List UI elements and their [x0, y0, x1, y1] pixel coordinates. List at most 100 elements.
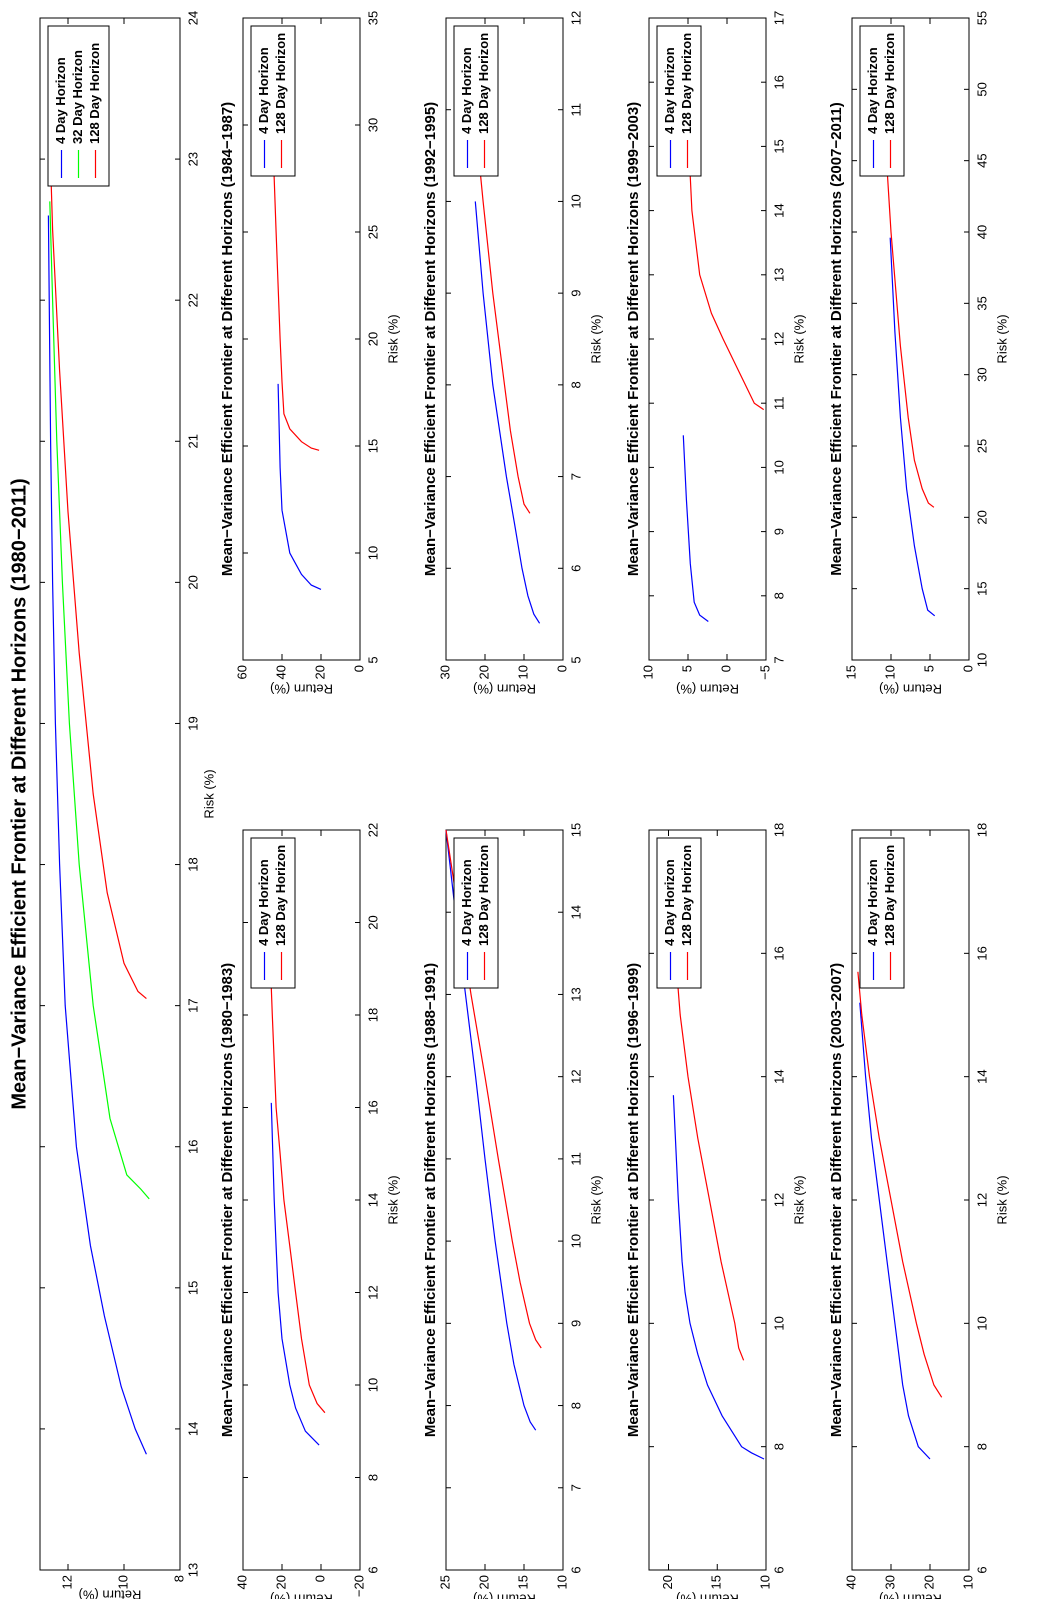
legend-label: 128 Day Horizon	[476, 33, 491, 134]
y-tick-label: 10	[515, 665, 530, 679]
y-tick-label: 15	[709, 1575, 724, 1589]
legend-box	[859, 25, 905, 177]
x-tick-label: 55	[974, 11, 989, 25]
x-tick-label: 10	[568, 194, 583, 208]
y-tick-label: 10	[115, 1575, 130, 1589]
x-tick-label: 13	[568, 987, 583, 1001]
x-tick-label: 16	[365, 1100, 380, 1114]
y-tick-label: 15	[515, 1575, 530, 1589]
y-tick-label: −5	[757, 665, 772, 680]
legend-label: 128 Day Horizon	[273, 33, 288, 134]
x-tick-label: 16	[771, 75, 786, 89]
x-tick-label: 8	[771, 1443, 786, 1450]
x-tick-label: 8	[568, 1402, 583, 1409]
frontier-line	[857, 971, 943, 1398]
y-tick-label: 12	[59, 1575, 74, 1589]
x-tick-label: 23	[185, 152, 200, 166]
x-tick-label: 12	[771, 1193, 786, 1207]
legend-box	[859, 837, 905, 989]
x-tick-label: 20	[185, 575, 200, 589]
x-tick-label: 20	[974, 510, 989, 524]
x-tick-label: 10	[568, 1234, 583, 1248]
x-tick-label: 12	[568, 11, 583, 25]
chart-title: Mean−Variance Efficient Frontier at Diff…	[625, 963, 642, 1437]
chart-title: Mean−Variance Efficient Frontier at Diff…	[828, 963, 845, 1437]
x-tick-label: 11	[568, 103, 583, 117]
x-tick-label: 6	[771, 1566, 786, 1573]
x-tick-label: 6	[974, 1566, 989, 1573]
y-axis-label: Return (%)	[879, 1592, 942, 1599]
x-tick-label: 18	[185, 857, 200, 871]
y-tick-label: 15	[843, 665, 858, 679]
x-axis-label: Risk (%)	[791, 1175, 806, 1224]
y-tick-label: 0	[554, 665, 569, 672]
y-tick-label: 40	[273, 665, 288, 679]
y-tick-label: 40	[234, 1575, 249, 1589]
x-tick-label: 30	[974, 367, 989, 381]
y-axis-label: Return (%)	[879, 682, 942, 697]
x-tick-label: 15	[771, 139, 786, 153]
y-tick-label: 0	[312, 1575, 327, 1582]
y-tick-label: 5	[921, 665, 936, 672]
legend-label: 4 Day Horizon	[459, 859, 474, 946]
x-tick-label: 20	[365, 915, 380, 929]
legend-label: 4 Day Horizon	[865, 859, 880, 946]
y-tick-label: −20	[351, 1575, 366, 1597]
x-tick-label: 18	[974, 823, 989, 837]
y-tick-label: 30	[882, 1575, 897, 1589]
x-tick-label: 8	[568, 381, 583, 388]
plot-frame	[445, 17, 564, 661]
x-tick-label: 14	[974, 1069, 989, 1083]
legend-label: 128 Day Horizon	[882, 845, 897, 946]
y-tick-label: 40	[843, 1575, 858, 1589]
y-tick-label: 5	[679, 665, 694, 672]
y-tick-label: 20	[476, 1575, 491, 1589]
x-tick-label: 35	[365, 11, 380, 25]
frontier-line	[47, 215, 147, 1455]
x-axis-label: Risk (%)	[385, 1175, 400, 1224]
rotated-figure: Mean−Variance Efficient Frontier at Diff…	[8, 11, 1009, 1599]
x-tick-label: 17	[185, 998, 200, 1012]
x-tick-label: 16	[771, 946, 786, 960]
legend-label: 128 Day Horizon	[882, 33, 897, 134]
x-tick-label: 6	[365, 1566, 380, 1573]
x-tick-label: 17	[771, 11, 786, 25]
x-tick-label: 7	[568, 473, 583, 480]
x-axis-label: Risk (%)	[588, 1175, 603, 1224]
x-tick-label: 5	[365, 656, 380, 663]
x-tick-label: 14	[771, 203, 786, 217]
y-tick-label: 10	[554, 1575, 569, 1589]
x-tick-label: 10	[365, 1378, 380, 1392]
x-tick-label: 19	[185, 716, 200, 730]
y-axis-label: Return (%)	[473, 682, 536, 697]
x-tick-label: 30	[365, 118, 380, 132]
x-tick-label: 45	[974, 153, 989, 167]
y-tick-label: 20	[273, 1575, 288, 1589]
legend-box	[656, 837, 702, 989]
legend-box	[656, 25, 702, 177]
x-tick-label: 7	[568, 1484, 583, 1491]
frontier-line	[49, 137, 147, 1000]
plot-frame	[445, 829, 564, 1571]
main-title: Mean−Variance Efficient Frontier at Diff…	[8, 478, 30, 1109]
x-tick-label: 25	[974, 439, 989, 453]
x-tick-label: 11	[771, 396, 786, 410]
x-tick-label: 15	[185, 1281, 200, 1295]
x-tick-label: 9	[568, 1320, 583, 1327]
y-tick-label: 8	[171, 1575, 186, 1582]
y-tick-label: 10	[640, 665, 655, 679]
x-tick-label: 9	[771, 528, 786, 535]
y-tick-label: 30	[437, 665, 452, 679]
x-axis-label: Risk (%)	[385, 314, 400, 363]
x-tick-label: 12	[568, 1069, 583, 1083]
y-tick-label: 10	[882, 665, 897, 679]
chart-title: Mean−Variance Efficient Frontier at Diff…	[828, 102, 845, 576]
x-axis-label: Risk (%)	[994, 314, 1009, 363]
x-tick-label: 12	[974, 1193, 989, 1207]
x-tick-label: 10	[771, 1316, 786, 1330]
x-tick-label: 22	[365, 823, 380, 837]
frontier-line	[889, 237, 936, 617]
chart-title: Mean−Variance Efficient Frontier at Diff…	[625, 102, 642, 576]
x-tick-label: 16	[185, 1139, 200, 1153]
frontier-line	[269, 41, 320, 451]
